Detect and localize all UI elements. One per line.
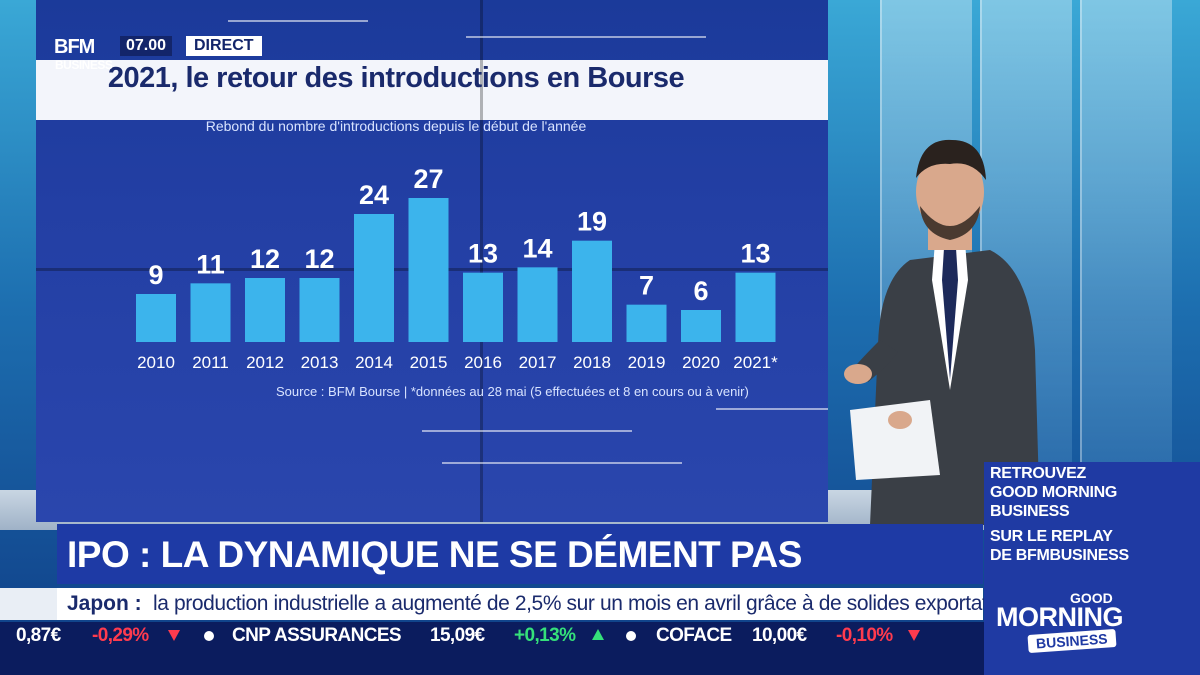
x-tick-label: 2012 [246,353,284,372]
decor-line [716,408,828,410]
ticker-price: 15,09€ [430,625,485,646]
x-tick-label: 2020 [682,353,720,372]
bar-value-label: 11 [196,249,225,279]
promo-line: RETROUVEZ [990,465,1086,482]
chart-bar [136,294,176,342]
chart-bar [463,272,503,342]
down-arrow-icon [908,630,920,641]
x-tick-label: 2016 [464,353,502,372]
x-tick-label: 2013 [301,353,339,372]
ticker-change: -0,29% [92,625,149,646]
chart-title: 2021, le retour des introductions en Bou… [107,62,685,94]
chart-bar [626,304,667,342]
bar-value-label: 12 [250,244,280,274]
ticker-price: 10,00€ [752,625,807,646]
x-tick-label: 2015 [410,353,448,372]
gmb-good-text: GOOD [1070,590,1113,606]
bar-value-label: 13 [468,239,498,269]
decor-line [228,20,368,22]
ticker-price: 0,87€ [16,625,61,646]
ticker-base [0,650,984,675]
x-tick-label: 2010 [137,353,175,372]
replay-promo: RETROUVEZ GOOD MORNING BUSINESS SUR LE R… [984,462,1200,584]
chart-bar [408,198,449,342]
news-strip-edge [0,588,57,620]
chart-bar [299,278,340,342]
chart-subtitle: Rebond du nombre d'introductions depuis … [205,118,587,134]
decor-line [442,462,682,464]
chart-bar [572,240,612,342]
chart-bar [245,278,285,342]
stock-ticker: 0,87€ -0,29% CNP ASSURANCES 15,09€ +0,13… [0,622,984,650]
ticker-name: COFACE [656,625,732,646]
headline-banner: IPO : LA DYNAMIQUE NE SE DÉMENT PAS [57,524,983,584]
chart-bar [681,310,721,342]
bullet-icon [204,631,214,641]
bar-value-label: 19 [577,207,607,237]
live-badge: DIRECT [186,36,262,56]
bar-value-label: 27 [413,164,443,194]
x-tick-label: 2011 [192,353,229,372]
up-arrow-icon [592,629,604,640]
ticker-change: +0,13% [514,625,576,646]
video-wall: 2021, le retour des introductions en Bou… [36,0,828,522]
promo-line: DE BFMBUSINESS [990,547,1129,564]
ticker-name: CNP ASSURANCES [232,625,402,646]
chart-source: Source : BFM Bourse | *données au 28 mai… [276,384,749,399]
presenter [844,139,1040,525]
glass-panel [1080,0,1172,520]
promo-line: GOOD MORNING [990,484,1118,501]
chart-bar [190,283,231,342]
clock: 07.00 [120,36,173,56]
chart-bar [517,267,558,342]
promo-line: BUSINESS [990,503,1070,520]
down-arrow-icon [168,630,180,641]
news-text: la production industrielle a augmenté de… [153,592,1030,615]
bar-chart: 9 2010 11 2011 12 2012 12 2013 24 2014 27 2015 13 201… [136,164,778,372]
x-tick-label: 2018 [573,353,611,372]
decor-line [422,430,632,432]
screen-seam [480,0,483,522]
bar-value-label: 9 [148,260,163,290]
x-tick-label: 2019 [628,353,666,372]
bar-value-label: 12 [304,244,334,274]
logo-bfm-text: BFM [54,36,95,58]
chart-title-band [36,60,828,120]
x-tick-label: 2017 [519,353,557,372]
chart-bar [735,272,776,342]
bullet-icon [626,631,636,641]
bfm-business-logo: BFM BUSINESS [54,36,120,78]
bar-value-label: 6 [693,276,708,306]
logo-business-text: BUSINESS [55,58,113,72]
promo-line: SUR LE REPLAY [990,528,1113,545]
bar-value-label: 7 [639,271,654,301]
chart-bar [354,214,394,342]
headline-text: IPO : LA DYNAMIQUE NE SE DÉMENT PAS [67,534,802,575]
bar-value-label: 24 [359,180,389,210]
x-tick-label: 2014 [355,353,393,372]
ticker-change: -0,10% [836,625,893,646]
x-tick-label: 2021* [733,353,778,372]
paper-sheets [850,400,940,480]
news-crawl: Japon : la production industrielle a aug… [57,588,1030,620]
bar-value-label: 14 [522,233,552,263]
gmb-morning-text: MORNING [996,602,1124,632]
decor-line [466,36,706,38]
news-topic: Japon : [67,592,142,615]
bar-value-label: 13 [740,239,770,269]
good-morning-business-logo: GOOD MORNING BUSINESS [984,584,1200,675]
